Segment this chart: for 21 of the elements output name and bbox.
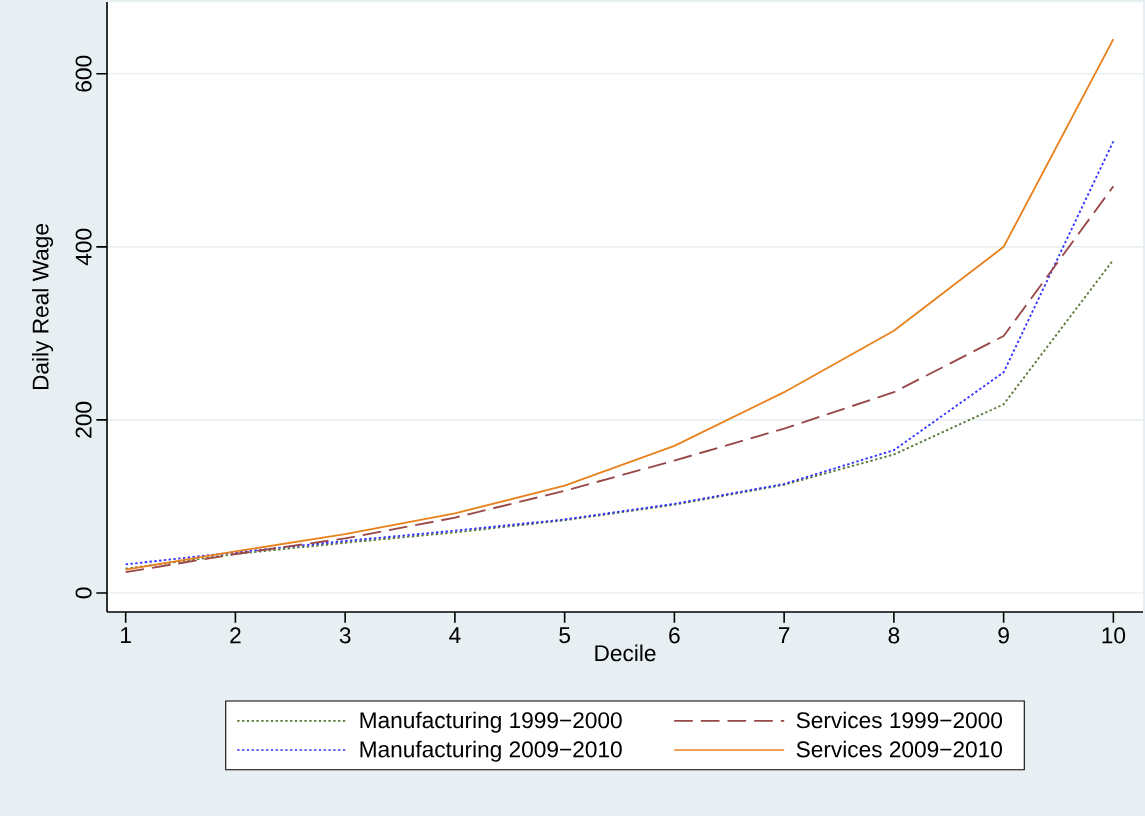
x-tick-label: 9 xyxy=(998,627,1009,644)
legend-label: Services 2009−2010 xyxy=(796,740,1003,758)
x-tick-label: 3 xyxy=(339,627,351,644)
y-axis-title: Daily Real Wage xyxy=(31,224,54,390)
x-tick-label: 7 xyxy=(779,627,790,643)
x-tick-label: 1 xyxy=(121,627,131,643)
y-tick-label: 400 xyxy=(75,228,92,266)
y-tick-label: 200 xyxy=(75,401,92,438)
x-tick-label: 8 xyxy=(888,627,900,644)
y-tick-label: 600 xyxy=(75,55,92,92)
y-tick-label: 0 xyxy=(75,587,92,599)
x-tick-label: 6 xyxy=(669,627,680,644)
x-tick-label: 5 xyxy=(559,627,570,644)
legend-label: Manufacturing 2009−2010 xyxy=(360,740,622,762)
x-tick-label: 4 xyxy=(449,627,461,643)
legend-label: Manufacturing 1999−2000 xyxy=(360,711,622,733)
x-tick-label: 2 xyxy=(230,627,241,644)
legend-label: Services 1999−2000 xyxy=(796,711,1003,729)
x-axis-title: Decile xyxy=(595,644,656,662)
x-tick-label: 10 xyxy=(1102,627,1126,644)
line-series xyxy=(124,38,1115,571)
